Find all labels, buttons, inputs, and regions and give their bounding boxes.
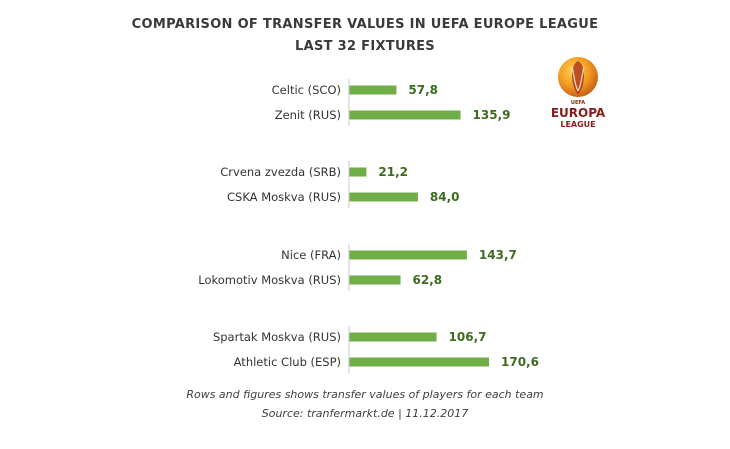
value-label: 170,6 bbox=[501, 355, 539, 369]
bar bbox=[349, 332, 437, 342]
value-label: 84,0 bbox=[430, 190, 460, 204]
category-label: Nice (FRA) bbox=[281, 248, 341, 262]
logo-league-text: LEAGUE bbox=[560, 120, 595, 129]
chart-subtitle: LAST 32 FIXTURES bbox=[295, 39, 435, 54]
europa-league-logo-icon: UEFA EUROPA LEAGUE bbox=[551, 57, 606, 129]
bar bbox=[349, 110, 461, 120]
logo-europa-text: EUROPA bbox=[551, 106, 606, 120]
category-label: Athletic Club (ESP) bbox=[234, 355, 341, 369]
value-label: 57,8 bbox=[408, 83, 438, 97]
category-label: Lokomotiv Moskva (RUS) bbox=[198, 273, 341, 287]
footnote-source: Source: tranfermarkt.de | 11.12.2017 bbox=[261, 407, 469, 420]
category-label: CSKA Moskva (RUS) bbox=[227, 190, 341, 204]
value-label: 135,9 bbox=[473, 108, 511, 122]
bar bbox=[349, 357, 489, 367]
footnote-description: Rows and figures shows transfer values o… bbox=[186, 388, 544, 401]
category-label: Zenit (RUS) bbox=[275, 108, 341, 122]
category-label: Celtic (SCO) bbox=[272, 83, 341, 97]
value-label: 21,2 bbox=[378, 165, 408, 179]
value-label: 143,7 bbox=[479, 248, 517, 262]
chart-title: COMPARISON OF TRANSFER VALUES IN UEFA EU… bbox=[131, 17, 599, 32]
bar bbox=[349, 167, 367, 177]
category-label: Crvena zvezda (SRB) bbox=[220, 165, 341, 179]
value-label: 106,7 bbox=[449, 330, 487, 344]
bar bbox=[349, 85, 397, 95]
bar bbox=[349, 192, 418, 202]
category-label: Spartak Moskva (RUS) bbox=[213, 330, 341, 344]
value-label: 62,8 bbox=[413, 273, 443, 287]
bar bbox=[349, 275, 401, 285]
bar bbox=[349, 250, 467, 260]
logo-uefa-text: UEFA bbox=[571, 100, 585, 106]
